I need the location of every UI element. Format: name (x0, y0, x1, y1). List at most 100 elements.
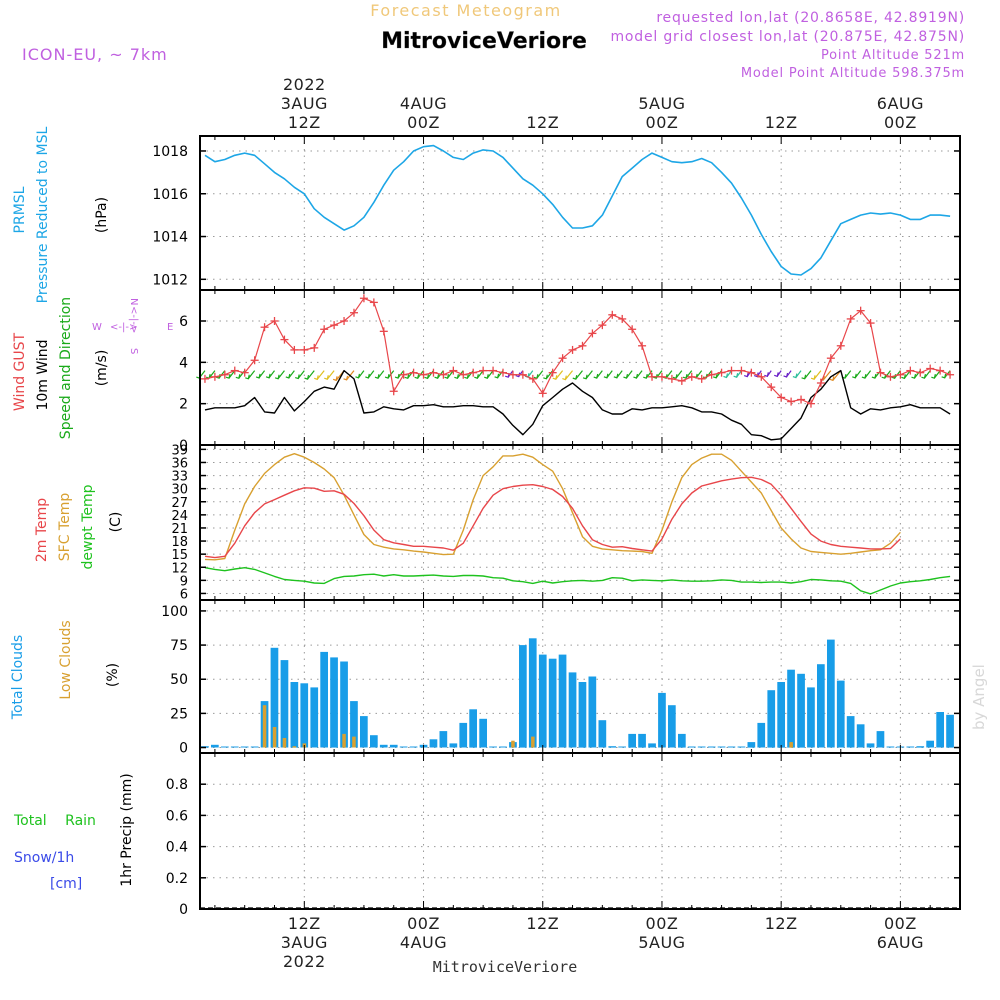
wind-barb (585, 370, 593, 380)
low-cloud-bar (511, 740, 515, 748)
wind-barb (675, 370, 683, 379)
wind-barb-head (355, 373, 361, 379)
total-cloud-bar (817, 664, 825, 748)
pressure-ytick-label: 1016 (152, 187, 188, 203)
time-label-top: 00Z (407, 113, 440, 132)
temp-label-1: 2m Temp (34, 498, 50, 562)
wind-barb-head (365, 373, 370, 379)
total-cloud-bar (906, 746, 915, 748)
wind-barb (844, 370, 852, 379)
wind-barb-head (374, 374, 380, 379)
wind-barb (933, 370, 941, 379)
grid-layer (200, 136, 960, 910)
total-cloud-bar (330, 657, 338, 748)
total-cloud-bar (479, 718, 487, 748)
wind-barb-head (901, 374, 906, 380)
pressure-line (204, 144, 951, 276)
wind-barb-head (764, 372, 769, 378)
sfc-temp-line (204, 453, 901, 561)
total-cloud-bar (449, 743, 458, 748)
wind-barb-head (941, 373, 947, 379)
requested-coords: requested lon,lat (20.8658E, 42.8919N) (656, 10, 965, 26)
precip-ytick-label: 0.6 (166, 808, 188, 824)
temp-label-3: dewpt Temp (80, 484, 96, 569)
wind-barb-head (235, 374, 241, 380)
wind-barb (208, 370, 216, 379)
wind-barb (377, 370, 385, 379)
point-altitude: Point Altitude 521m (821, 48, 965, 63)
total-cloud-bar (827, 639, 835, 748)
wind-barb-head (394, 373, 400, 379)
wind-barb (822, 370, 832, 381)
data-layer (196, 144, 960, 909)
total-cloud-bar (310, 687, 319, 748)
pressure-label-1: PRMSL (12, 186, 28, 233)
wind-barb-head (582, 374, 588, 380)
time-label-top: 4AUG (400, 94, 447, 113)
wind-barb-head (743, 372, 749, 378)
time-label-top: 00Z (646, 113, 679, 132)
total-cloud-bar (548, 658, 557, 748)
low-cloud-bar (282, 738, 287, 748)
wind-barb-head (682, 374, 688, 379)
total-cloud-bar (489, 746, 497, 748)
wind-barb (665, 370, 673, 379)
temperature-ytick-label: 9 (180, 574, 188, 589)
wind-barb-head (304, 374, 310, 380)
total-cloud-bar (727, 746, 736, 748)
temp-labels: 2m Temp SFC Temp dewpt Temp (C) (34, 484, 124, 569)
model-altitude: Model Point Altitude 598.375m (741, 66, 965, 81)
low-cloud-bar (292, 746, 297, 748)
wind-barb (486, 370, 494, 379)
wind-barb-head (274, 374, 280, 380)
wind-barb (635, 370, 643, 379)
total-cloud-bar (678, 733, 686, 748)
wind-barb-head (255, 373, 261, 379)
precip-ytick-label: 0.2 (166, 871, 188, 887)
pressure-labels: PRMSL Pressure Reduced to MSL (hPa) (12, 126, 110, 303)
wind-barb-head (633, 373, 639, 379)
wind-barb-head (911, 374, 917, 379)
precip-ytick-label: 0 (179, 902, 188, 918)
total-cloud-bar (360, 716, 368, 748)
pressure-ytick-label: 1012 (152, 272, 188, 288)
total-cloud-bar (429, 739, 438, 748)
time-label-top: 12Z (526, 113, 559, 132)
pressure-ytick-label: 1018 (152, 144, 188, 160)
precip-label-rain: Total Rain (13, 813, 96, 829)
temperature-ytick-label: 30 (171, 483, 188, 498)
clouds-ytick-label: 100 (161, 604, 188, 620)
credit: by Angel (970, 664, 988, 730)
total-cloud-bar (370, 735, 378, 748)
time-label-top: 00Z (884, 113, 917, 132)
cloud-label-3: (%) (105, 663, 121, 687)
total-cloud-bar (856, 724, 865, 748)
wind-ytick-label: 0 (179, 438, 188, 454)
total-cloud-bar (846, 716, 855, 748)
pressure-label-2: Pressure Reduced to MSL (35, 126, 51, 303)
wind-frame (199, 289, 961, 446)
compass-e: E (167, 322, 173, 333)
wind-barb (813, 370, 822, 380)
wind-barb-head (225, 374, 231, 379)
wind-barb (288, 370, 295, 379)
wind-label-2: 10m Wind (35, 339, 51, 410)
temperature-ytick-label: 24 (171, 509, 188, 524)
wind-barb-head (285, 373, 291, 379)
wind-barb (555, 370, 564, 380)
total-cloud-bar (866, 743, 875, 748)
closest-coords: model grid closest lon,lat (20.875E, 42.… (610, 29, 965, 45)
time-label-top: 3AUG (281, 94, 328, 113)
wind-barb-head (623, 373, 629, 379)
wind-barb-head (295, 374, 300, 380)
low-cloud-bar (789, 742, 793, 748)
model-name: ICON-EU, ~ 7km (22, 45, 168, 64)
precip-label-snow: Snow/1h (14, 850, 74, 866)
low-cloud-bar (272, 727, 277, 748)
wind-barb-head (861, 373, 867, 379)
low-cloud-bar (352, 736, 356, 748)
wind-label-3: Speed and Direction (58, 297, 74, 439)
wind-barb-head (801, 374, 807, 380)
low-cloud-bar (531, 736, 535, 748)
